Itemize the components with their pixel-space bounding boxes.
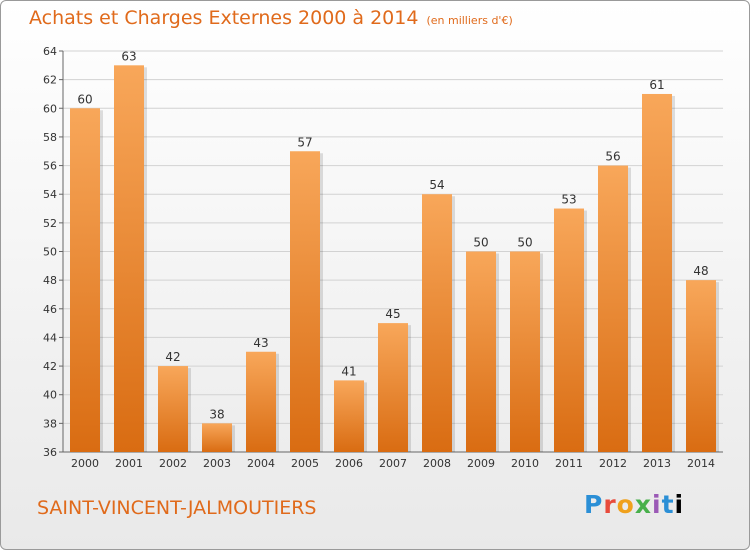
chart-unit-text: (en milliers d'€)	[426, 14, 513, 27]
x-tick-label: 2008	[423, 457, 451, 470]
bar-value-label: 61	[649, 78, 664, 92]
y-tick-label: 50	[43, 246, 57, 259]
x-tick-label: 2002	[159, 457, 187, 470]
x-tick-label: 2012	[599, 457, 627, 470]
bar-value-label: 41	[341, 364, 356, 378]
bar	[114, 65, 144, 453]
y-tick-label: 60	[43, 102, 57, 115]
chart-title: Achats et Charges Externes 2000 à 2014 (e…	[29, 7, 513, 29]
bar	[422, 194, 452, 452]
commune-name: SAINT-VINCENT-JALMOUTIERS	[37, 497, 317, 519]
x-tick-label: 2007	[379, 457, 407, 470]
bar-value-label: 48	[693, 264, 708, 278]
y-tick-label: 48	[43, 274, 57, 287]
bar	[378, 323, 408, 452]
y-tick-label: 42	[43, 360, 57, 373]
bar	[686, 280, 716, 452]
logo-letter: P	[584, 490, 604, 519]
bar	[642, 93, 672, 452]
bar-value-label: 50	[517, 236, 532, 250]
x-tick-label: 2010	[511, 457, 539, 470]
x-tick-label: 2000	[71, 457, 99, 470]
y-tick-label: 46	[43, 303, 57, 316]
y-tick-label: 40	[43, 389, 57, 402]
logo-letter: i	[674, 490, 685, 519]
logo-letter: t	[661, 490, 675, 519]
bar	[158, 366, 188, 452]
bar	[510, 251, 540, 452]
y-tick-label: 64	[43, 45, 57, 58]
bar-value-label: 60	[77, 92, 92, 106]
bar	[466, 251, 496, 452]
proxiti-logo: Proxiti	[584, 490, 684, 519]
x-tick-label: 2001	[115, 457, 143, 470]
y-tick-label: 38	[43, 417, 57, 430]
bar-value-label: 43	[253, 336, 268, 350]
bars	[70, 65, 719, 453]
x-tick-label: 2014	[687, 457, 715, 470]
y-tick-label: 36	[43, 446, 57, 459]
bar	[598, 165, 628, 453]
bar-value-label: 56	[605, 150, 620, 164]
bar-value-label: 50	[473, 236, 488, 250]
logo-letter: i	[652, 490, 662, 519]
bar-value-label: 42	[165, 350, 180, 364]
bar-value-label: 57	[297, 135, 312, 149]
logo-letter: r	[603, 490, 617, 519]
bar	[334, 380, 364, 452]
bar	[70, 108, 100, 453]
bar-value-label: 38	[209, 407, 224, 421]
logo-letter: x	[634, 490, 652, 519]
chart-title-text: Achats et Charges Externes 2000 à 2014	[29, 7, 419, 29]
labels: 36 38 40 42 44 46 48 50 52 54 56 58 60 62 64 60 2000 63 20…	[43, 45, 715, 470]
y-tick-label: 54	[43, 188, 57, 201]
x-tick-label: 2004	[247, 457, 275, 470]
logo-letter: o	[616, 490, 635, 519]
x-tick-label: 2005	[291, 457, 319, 470]
x-tick-label: 2013	[643, 457, 671, 470]
bar-value-label: 53	[561, 193, 576, 207]
y-tick-label: 56	[43, 160, 57, 173]
x-tick-label: 2003	[203, 457, 231, 470]
bar-value-label: 45	[385, 307, 400, 321]
y-tick-label: 44	[43, 331, 57, 344]
x-tick-label: 2009	[467, 457, 495, 470]
y-tick-label: 52	[43, 217, 57, 230]
x-tick-label: 2011	[555, 457, 583, 470]
x-tick-label: 2006	[335, 457, 363, 470]
y-tick-label: 58	[43, 131, 57, 144]
bar	[554, 208, 584, 452]
bar-value-label: 63	[121, 49, 136, 63]
bar-value-label: 54	[429, 178, 444, 192]
y-tick-label: 62	[43, 74, 57, 87]
bar	[290, 151, 320, 452]
bar	[202, 423, 232, 452]
bar	[246, 351, 276, 452]
